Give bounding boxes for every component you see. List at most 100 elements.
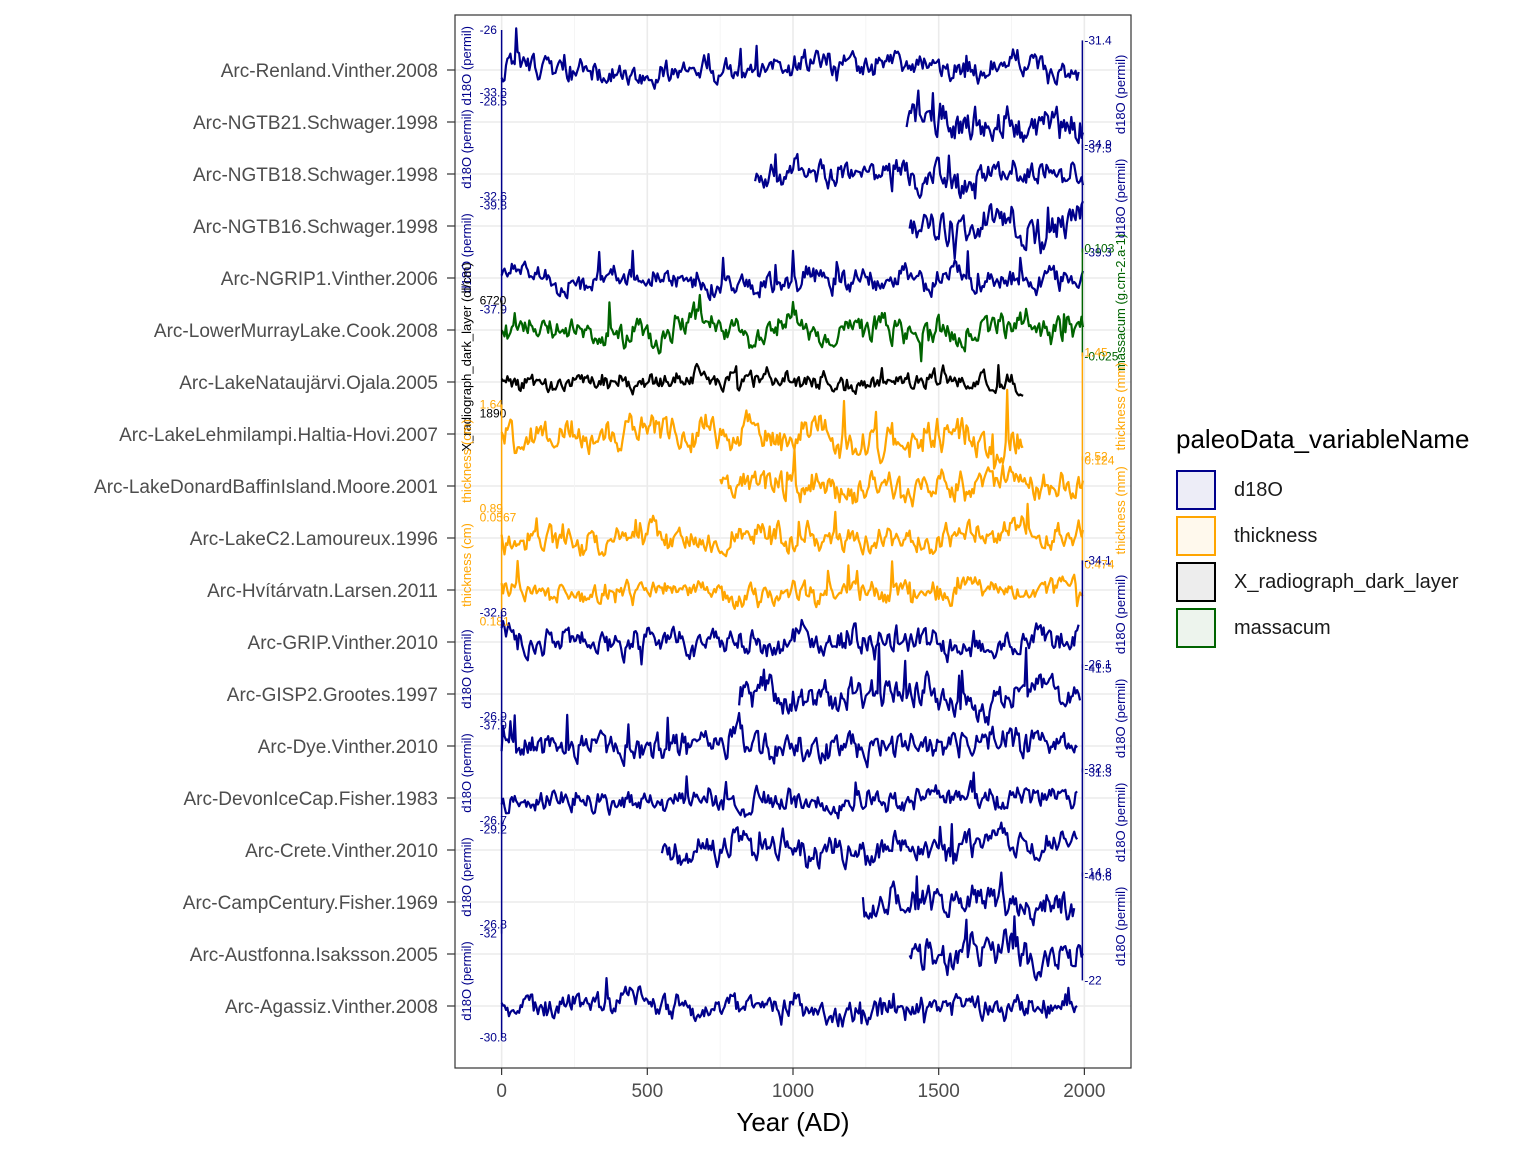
record-axis-bottom-label: -37.9 (480, 719, 508, 733)
y-axis-label: Arc-Austfonna.Isaksson.2005 (190, 945, 438, 966)
record-axis-bottom-label: 0.474 (1084, 557, 1114, 571)
series-line (500, 976, 1078, 1028)
record-axis-name: X_radiograph_dark_layer (dl/cm) (459, 262, 474, 451)
legend-item: d18O (1176, 467, 1526, 513)
legend-key (1176, 470, 1216, 510)
record-axis-top-label: 2.52 (1084, 449, 1108, 463)
legend-key (1176, 516, 1216, 556)
series-line (500, 618, 1080, 666)
series-line (660, 821, 1079, 871)
y-axis-label: Arc-Hvítárvatn.Larsen.2011 (207, 581, 438, 602)
record-axis-bottom-label: 1890 (480, 407, 507, 421)
y-axis-label: Arc-NGRIP1.Vinther.2006 (221, 269, 438, 290)
x-tick-label: 1500 (918, 1081, 960, 1102)
record-axis-bottom-label: -29.2 (480, 823, 508, 837)
record-axis-top-label: 6720 (480, 293, 507, 307)
record-axis-name: d18O (permil) (1113, 887, 1128, 966)
series-line (500, 502, 1084, 558)
legend-item: massacum (1176, 605, 1526, 651)
record-axis-top-label: 0.103 (1084, 241, 1114, 255)
y-axis-label: Arc-NGTB16.Schwager.1998 (193, 217, 438, 238)
record-axis-top-label: -26.9 (480, 709, 508, 723)
record-axis-top-label: -26.7 (480, 813, 508, 827)
record-axis-name: d18O (permil) (1113, 783, 1128, 862)
y-axis-label: Arc-Renland.Vinther.2008 (221, 61, 438, 82)
series-line (500, 293, 1084, 363)
y-axis-label: Arc-LakeLehmilampi.Haltia-Hovi.2007 (119, 425, 438, 446)
series-line (500, 249, 1084, 302)
record-axis-top-label: -34.9 (1084, 137, 1112, 151)
record-axis-top-label: 0.89 (480, 501, 504, 515)
series-line (905, 89, 1084, 145)
series-line (500, 711, 1078, 769)
record-axis-top-label: -14.8 (1084, 865, 1112, 879)
series-line (754, 152, 1084, 200)
record-axis-name: d18O (permil) (1113, 575, 1128, 654)
record-axis-bottom-label: -28.5 (480, 95, 508, 109)
record-axis-name: d18O (permil) (459, 213, 474, 292)
x-axis-title: Year (AD) (736, 1107, 849, 1137)
y-axis-label: Arc-GRIP.Vinther.2010 (248, 633, 438, 654)
x-tick-label: 500 (631, 1081, 663, 1102)
record-axis-bottom-label: 0.124 (1084, 453, 1114, 467)
record-axis-name: d18O (permil) (459, 109, 474, 188)
record-axis-bottom-label: -39.3 (1084, 245, 1112, 259)
record-axis-name: thickness (mm) (1113, 362, 1128, 450)
legend-item: X_radiograph_dark_layer (1176, 559, 1526, 605)
series-line (861, 871, 1076, 927)
record-axis-name: d18O (permil) (459, 941, 474, 1020)
y-axis-label: Arc-NGTB21.Schwager.1998 (193, 113, 438, 134)
y-axis-record-labels: Arc-Renland.Vinther.2008 Arc-NGTB21.Schwa… (94, 61, 455, 1018)
series-line (719, 448, 1084, 508)
series-line (500, 362, 1024, 397)
y-axis-label: Arc-Crete.Vinther.2010 (245, 841, 438, 862)
series-line (500, 27, 1080, 90)
record-axis-top-label: -32.8 (1084, 761, 1112, 775)
record-axis-name: d18O (permil) (1113, 679, 1128, 758)
y-axis-label: Arc-LowerMurrayLake.Cook.2008 (154, 321, 438, 342)
record-axis-top-label: -32.6 (480, 189, 508, 203)
record-axis-top-label: 1.64 (480, 397, 504, 411)
x-tick-label: 0 (496, 1081, 507, 1102)
legend: paleoData_variableName d18O thickness X_ra… (1176, 424, 1526, 651)
record-axis-name: d18O (permil) (459, 26, 474, 105)
legend-item: thickness (1176, 513, 1526, 559)
x-axis-ticks: 0 500 1000 1500 2000 (496, 1068, 1106, 1102)
record-axis-name: massacum (g.cm-2.a-1) (1113, 234, 1128, 371)
y-axis-label: Arc-Agassiz.Vinther.2008 (225, 997, 438, 1018)
series-line (738, 642, 1082, 726)
record-axis-name: thickness (cm) (459, 419, 474, 503)
series-line (908, 915, 1084, 982)
record-axis-bottom-label: -40.6 (1084, 869, 1112, 883)
series-line (500, 771, 1078, 820)
record-axis-top-label: 1.45 (1084, 345, 1108, 359)
record-axis-bottom-label: -30.8 (480, 1031, 508, 1045)
record-axis-top-label: -26 (480, 23, 498, 37)
record-axis-bottom-label: -39.8 (480, 199, 508, 213)
record-axis-bottom-label: -41.5 (1084, 661, 1112, 675)
record-axis-top-label: -33.6 (480, 85, 508, 99)
record-axis-name: d18O (permil) (1113, 159, 1128, 238)
legend-key (1176, 608, 1216, 648)
record-axis-top-label: -31.4 (1084, 33, 1112, 47)
record-axis-bottom-label: -0.025 (1084, 349, 1118, 363)
record-axis-top-label: -26.1 (1084, 657, 1112, 671)
series-line (500, 559, 1084, 610)
legend-title: paleoData_variableName (1176, 424, 1470, 454)
x-tick-label: 2000 (1063, 1081, 1105, 1102)
record-axis-bottom-label: -22 (1084, 973, 1102, 987)
record-axis-bottom-label: 0.0567 (480, 511, 517, 525)
record-axis-bottom-label: 0.181 (480, 615, 510, 629)
legend-items: d18O thickness X_radiograph_dark_layer mass… (1176, 467, 1526, 651)
record-axis-top-label: -32.6 (480, 605, 508, 619)
y-axis-label: Arc-Dye.Vinther.2010 (258, 737, 438, 758)
record-axis-top-label: -26.8 (480, 917, 508, 931)
legend-label: d18O (1234, 478, 1283, 501)
record-axis-name: d18O (permil) (459, 733, 474, 812)
y-axis-label: Arc-GISP2.Grootes.1997 (227, 685, 438, 706)
record-axis-name: thickness (mm) (1113, 466, 1128, 554)
y-axis-label: Arc-LakeC2.Lamoureux.1996 (190, 529, 438, 550)
y-axis-label: Arc-CampCentury.Fisher.1969 (183, 893, 438, 914)
series-line (908, 200, 1084, 260)
